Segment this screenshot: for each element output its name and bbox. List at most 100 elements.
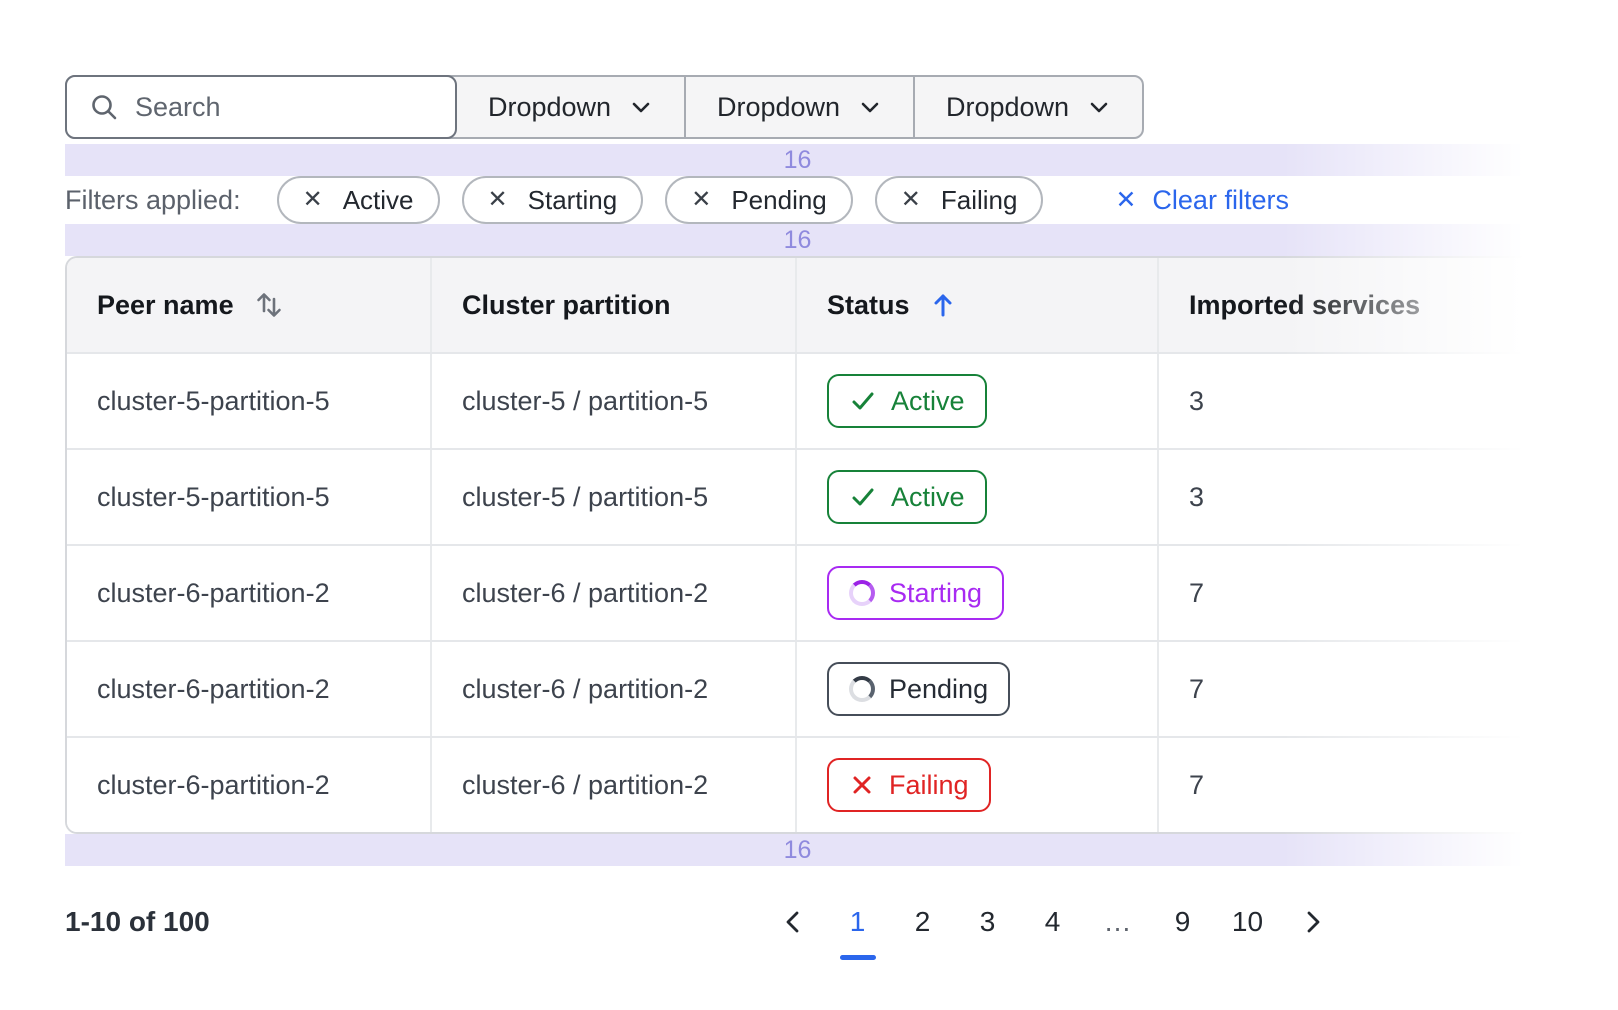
cell-peer-name: cluster-6-partition-2 bbox=[97, 673, 330, 704]
dropdown-button-3[interactable]: Dropdown bbox=[913, 77, 1142, 137]
status-label: Active bbox=[891, 385, 965, 416]
cell-status: Active bbox=[795, 354, 1157, 448]
search-input[interactable]: Search bbox=[65, 75, 457, 139]
filters-applied-label: Filters applied: bbox=[65, 184, 241, 215]
chevron-down-icon bbox=[629, 95, 653, 119]
table-body: cluster-5-partition-5 cluster-5 / partit… bbox=[67, 352, 1530, 832]
spacing-marker-label: 16 bbox=[783, 225, 812, 254]
table-row: cluster-6-partition-2 cluster-6 / partit… bbox=[67, 640, 1530, 736]
status-label: Starting bbox=[889, 577, 983, 608]
spacing-marker-top: 16 bbox=[65, 144, 1530, 176]
cell-status: Active bbox=[795, 450, 1157, 544]
table-row: cluster-6-partition-2 cluster-6 / partit… bbox=[67, 736, 1530, 832]
x-icon bbox=[849, 772, 875, 798]
dropdown-label: Dropdown bbox=[716, 91, 841, 122]
filter-chip-starting[interactable]: ✕ Starting bbox=[461, 176, 644, 224]
column-header-status[interactable]: Status bbox=[795, 258, 1157, 352]
spacing-marker-label: 16 bbox=[783, 835, 812, 864]
dropdown-button-2[interactable]: Dropdown bbox=[684, 77, 913, 137]
cell-imported-services: 7 bbox=[1157, 738, 1530, 832]
column-header-label: Status bbox=[827, 289, 910, 320]
page-button-9[interactable]: 9 bbox=[1174, 906, 1191, 937]
cell-cluster-partition: cluster-6 / partition-2 bbox=[430, 546, 795, 640]
pagination: 1-10 of 100 1 2 3 4 … 9 10 bbox=[65, 892, 1530, 952]
column-header-imported-services[interactable]: Imported services bbox=[1157, 258, 1530, 352]
dropdown-label: Dropdown bbox=[487, 91, 612, 122]
cell-imported-services: 7 bbox=[1157, 642, 1530, 736]
table-row: cluster-5-partition-5 cluster-5 / partit… bbox=[67, 352, 1530, 448]
cell-imported-services: 3 bbox=[1157, 450, 1530, 544]
clear-filters-icon: ✕ bbox=[1115, 185, 1137, 214]
dropdown-button-1[interactable]: Dropdown bbox=[457, 77, 684, 137]
column-header-peer-name[interactable]: Peer name bbox=[67, 258, 430, 352]
filter-chip-active[interactable]: ✕ Active bbox=[276, 176, 440, 224]
filter-toolbar: Search Dropdown Dropdown Dro bbox=[65, 75, 1144, 139]
status-badge-active: Active bbox=[827, 374, 987, 428]
spacing-marker-label: 16 bbox=[783, 145, 812, 174]
column-header-label: Cluster partition bbox=[462, 289, 671, 320]
page-button-2[interactable]: 2 bbox=[914, 906, 931, 937]
previous-page-button[interactable] bbox=[760, 908, 825, 936]
chip-remove-icon[interactable]: ✕ bbox=[487, 186, 508, 213]
clear-filters-label: Clear filters bbox=[1152, 184, 1289, 215]
filters-applied-row: Filters applied: ✕ Active ✕ Starting ✕ P… bbox=[65, 176, 1530, 224]
cell-status: Starting bbox=[795, 546, 1157, 640]
status-badge-failing: Failing bbox=[827, 758, 991, 812]
cell-imported-services: 3 bbox=[1157, 354, 1530, 448]
status-badge-active: Active bbox=[827, 470, 987, 524]
chip-remove-icon[interactable]: ✕ bbox=[302, 186, 323, 213]
column-header-label: Peer name bbox=[97, 289, 234, 320]
check-icon bbox=[849, 483, 877, 511]
cell-peer-name: cluster-6-partition-2 bbox=[97, 769, 330, 800]
pager: 1 2 3 4 … 9 10 bbox=[760, 906, 1345, 938]
peers-table: Peer name Cluster partition Status bbox=[65, 256, 1530, 834]
cell-cluster-partition: cluster-6 / partition-2 bbox=[430, 642, 795, 736]
cell-cluster-partition: cluster-5 / partition-5 bbox=[430, 354, 795, 448]
page-ellipsis: … bbox=[1103, 906, 1132, 937]
cell-status: Pending bbox=[795, 642, 1157, 736]
cell-peer-name: cluster-6-partition-2 bbox=[97, 577, 330, 608]
table-header-row: Peer name Cluster partition Status bbox=[67, 258, 1530, 352]
cell-imported-services: 7 bbox=[1157, 546, 1530, 640]
status-label: Pending bbox=[889, 673, 989, 704]
page-button-10[interactable]: 10 bbox=[1231, 906, 1264, 937]
cell-status: Failing bbox=[795, 738, 1157, 832]
clear-filters-button[interactable]: ✕ Clear filters bbox=[1115, 185, 1288, 216]
page-button-4[interactable]: 4 bbox=[1044, 906, 1061, 937]
status-badge-starting: Starting bbox=[827, 566, 1005, 620]
cell-cluster-partition: cluster-5 / partition-5 bbox=[430, 450, 795, 544]
search-placeholder: Search bbox=[135, 91, 221, 122]
sort-ascending-icon[interactable] bbox=[928, 290, 958, 320]
search-icon bbox=[89, 92, 119, 122]
table-row: cluster-6-partition-2 cluster-6 / partit… bbox=[67, 544, 1530, 640]
next-page-button[interactable] bbox=[1280, 908, 1345, 936]
sort-both-icon[interactable] bbox=[252, 288, 286, 322]
spinner-icon bbox=[849, 676, 875, 702]
spacing-marker-bottom: 16 bbox=[65, 834, 1530, 866]
cell-peer-name: cluster-5-partition-5 bbox=[97, 481, 330, 512]
table-row: cluster-5-partition-5 cluster-5 / partit… bbox=[67, 448, 1530, 544]
chip-label: Starting bbox=[527, 184, 618, 215]
page-button-3[interactable]: 3 bbox=[979, 906, 996, 937]
status-badge-pending: Pending bbox=[827, 662, 1011, 716]
column-header-label: Imported services bbox=[1189, 289, 1421, 320]
chip-remove-icon[interactable]: ✕ bbox=[691, 186, 712, 213]
cell-peer-name: cluster-5-partition-5 bbox=[97, 385, 330, 416]
filter-chip-failing[interactable]: ✕ Failing bbox=[874, 176, 1044, 224]
chip-remove-icon[interactable]: ✕ bbox=[900, 186, 921, 213]
status-label: Active bbox=[891, 481, 965, 512]
chevron-down-icon bbox=[1087, 95, 1111, 119]
filter-chip-pending[interactable]: ✕ Pending bbox=[665, 176, 853, 224]
spacing-marker-middle: 16 bbox=[65, 224, 1530, 256]
dropdown-label: Dropdown bbox=[945, 91, 1070, 122]
chip-label: Pending bbox=[731, 184, 827, 215]
column-header-cluster-partition[interactable]: Cluster partition bbox=[430, 258, 795, 352]
spinner-icon bbox=[849, 580, 875, 606]
pagination-summary: 1-10 of 100 bbox=[65, 906, 210, 937]
chevron-down-icon bbox=[858, 95, 882, 119]
chip-label: Failing bbox=[940, 184, 1018, 215]
chip-label: Active bbox=[342, 184, 414, 215]
cell-cluster-partition: cluster-6 / partition-2 bbox=[430, 738, 795, 832]
page-button-1[interactable]: 1 bbox=[825, 906, 890, 938]
